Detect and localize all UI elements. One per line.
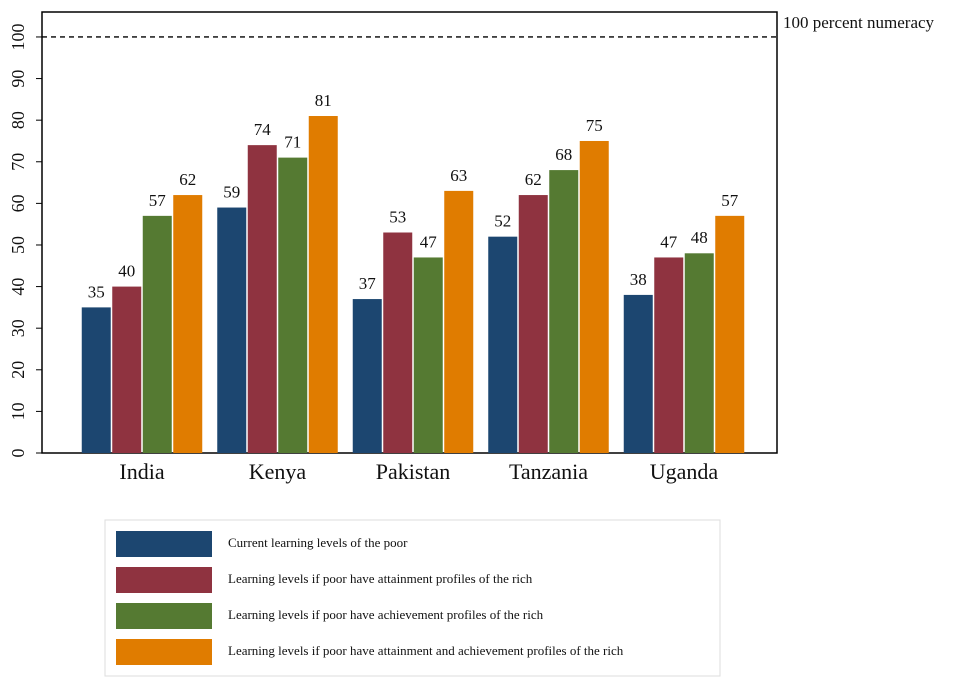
value-label: 59 [223, 182, 240, 201]
value-label: 62 [525, 170, 542, 189]
value-label: 81 [315, 91, 332, 110]
x-tick-label: Tanzania [509, 459, 588, 484]
bar [173, 195, 203, 453]
bar [112, 286, 142, 453]
value-label: 47 [660, 232, 678, 251]
value-label: 71 [284, 133, 301, 152]
y-tick-label: 80 [8, 111, 28, 129]
legend-label: Learning levels if poor have attainment … [228, 643, 624, 658]
bar [217, 207, 247, 453]
x-tick-label: Uganda [650, 459, 719, 484]
value-label: 52 [494, 212, 511, 231]
bar [383, 232, 413, 453]
bar [579, 140, 609, 454]
legend-swatch [116, 531, 212, 557]
value-label: 62 [179, 170, 196, 189]
y-tick-label: 0 [8, 449, 28, 458]
y-tick-label: 10 [8, 402, 28, 420]
value-label: 57 [149, 191, 167, 210]
bar [413, 257, 443, 453]
value-label: 35 [88, 282, 105, 301]
x-tick-label: Pakistan [376, 459, 451, 484]
bar [684, 253, 714, 453]
legend-label: Current learning levels of the poor [228, 535, 408, 550]
bar [488, 236, 518, 453]
legend-swatch [116, 603, 212, 629]
bar [308, 116, 338, 454]
y-tick-label: 50 [8, 236, 28, 254]
value-label: 68 [555, 145, 572, 164]
value-label: 63 [450, 166, 467, 185]
bar [518, 195, 548, 453]
bar [247, 145, 277, 453]
bar [352, 299, 382, 453]
y-tick-label: 90 [8, 70, 28, 88]
legend-label: Learning levels if poor have achievement… [228, 607, 544, 622]
value-label: 40 [118, 261, 135, 280]
y-tick-label: 30 [8, 319, 28, 337]
reference-label: 100 percent numeracy [783, 13, 935, 32]
value-label: 37 [359, 274, 377, 293]
y-tick-label: 100 [8, 23, 28, 50]
bar [444, 190, 474, 453]
legend-label: Learning levels if poor have attainment … [228, 571, 533, 586]
bar [549, 170, 579, 453]
value-label: 38 [630, 270, 647, 289]
y-tick-label: 70 [8, 153, 28, 171]
value-label: 53 [389, 207, 406, 226]
bar [142, 215, 172, 453]
y-tick-label: 20 [8, 361, 28, 379]
bar [715, 215, 745, 453]
legend-swatch [116, 567, 212, 593]
value-label: 75 [586, 116, 603, 135]
y-tick-label: 60 [8, 194, 28, 212]
value-label: 57 [721, 191, 739, 210]
y-tick-label: 40 [8, 278, 28, 296]
x-tick-label: India [119, 459, 164, 484]
bar [623, 294, 653, 453]
legend-swatch [116, 639, 212, 665]
bar [278, 157, 308, 453]
bar [81, 307, 111, 453]
bar [654, 257, 684, 453]
value-label: 74 [254, 120, 272, 139]
x-tick-label: Kenya [249, 459, 307, 484]
value-label: 48 [691, 228, 708, 247]
value-label: 47 [420, 232, 438, 251]
